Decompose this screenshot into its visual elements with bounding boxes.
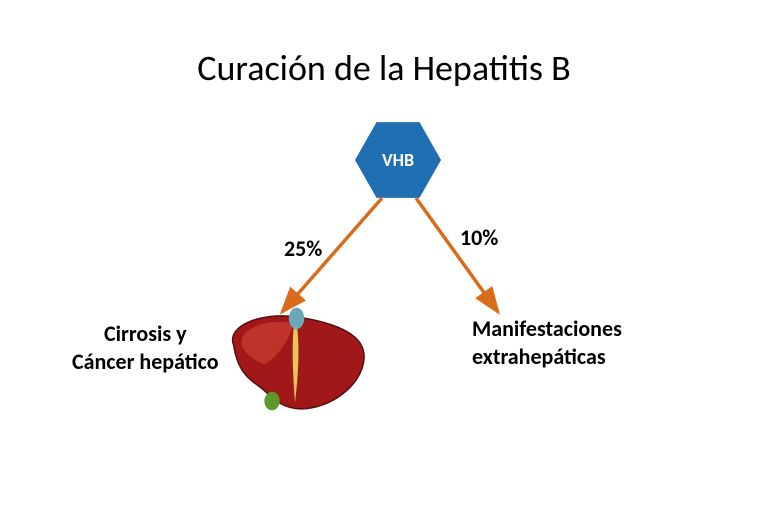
outcome-left-line1: Cirrosis y [104, 320, 187, 347]
outcome-right-line1: Manifestaciones [472, 315, 622, 342]
liver-vessel [289, 307, 304, 328]
percentage-right: 10% [460, 224, 498, 251]
liver-gallbladder [264, 391, 279, 409]
diagram-title: Curación de la Hepatitis B [0, 46, 768, 90]
node-vhb-hexagon: VHB [355, 122, 441, 198]
outcome-left-line2: Cáncer hepático [72, 348, 219, 375]
outcome-right-line2: extrahepáticas [472, 343, 606, 370]
outcome-left-label: Cirrosis y Cáncer hepático [72, 320, 219, 375]
node-vhb-label: VHB [382, 149, 414, 171]
percentage-left: 25% [284, 235, 322, 262]
liver-icon [215, 303, 375, 418]
outcome-right-label: Manifestaciones extrahepáticas [472, 315, 622, 370]
